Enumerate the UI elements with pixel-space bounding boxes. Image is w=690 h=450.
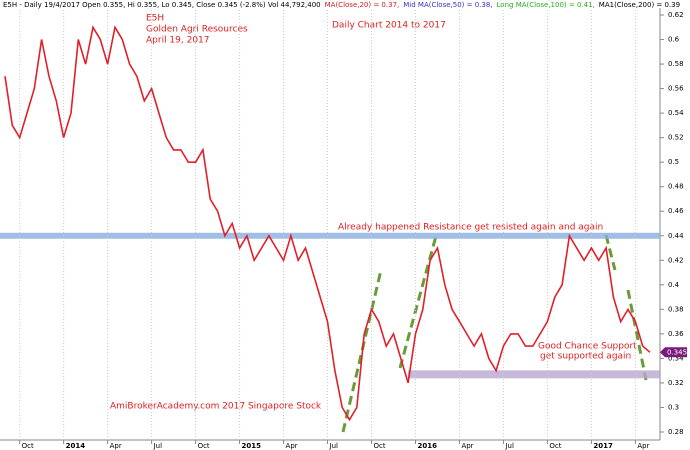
- x-tick-label: 2016: [417, 442, 437, 450]
- annotation: E5H: [146, 14, 164, 24]
- price-line: [4, 25, 651, 422]
- x-tick-label: Jul: [504, 442, 514, 450]
- x-tick-label: Jul: [329, 442, 339, 450]
- last-price-marker: [660, 347, 687, 358]
- x-tick-label: 2017: [593, 442, 613, 450]
- y-tick-label: 0.54: [668, 109, 684, 117]
- header-part: E5H - Daily 19/4/2017 Open 0.355, Hi 0.3…: [3, 1, 321, 9]
- x-tick-label: 2014: [66, 442, 86, 450]
- x-tick-label: Apr: [286, 442, 298, 450]
- trend-line: [626, 289, 648, 381]
- x-tick-label: Jul: [153, 442, 163, 450]
- y-tick-label: 0.44: [668, 232, 684, 240]
- header-part: Mid MA(Close,50) = 0.38,: [403, 1, 492, 9]
- y-tick-label: 0.58: [668, 60, 684, 68]
- annotation: get supported again: [540, 352, 631, 362]
- annotation: Daily Chart 2014 to 2017: [332, 21, 446, 31]
- y-tick-label: 0.48: [668, 183, 684, 191]
- y-tick-label: 0.38: [668, 305, 684, 313]
- header-text: E5H - Daily 19/4/2017 Open 0.355, Hi 0.3…: [3, 1, 680, 9]
- annotation: Golden Agri Resources: [146, 25, 248, 35]
- x-tick-label: Oct: [549, 442, 561, 450]
- annotation: Already happened Resistance get resisted…: [338, 223, 603, 233]
- x-tick-label: Oct: [198, 442, 210, 450]
- x-tick-label: Oct: [374, 442, 386, 450]
- y-tick-label: 0.36: [668, 330, 684, 338]
- last-price-label: 0.345: [667, 348, 687, 356]
- y-tick-label: 0.52: [668, 134, 684, 142]
- y-tick-label: 0.46: [668, 207, 684, 215]
- x-tick-label: 2015: [242, 442, 262, 450]
- y-tick-label: 0.6: [668, 36, 680, 44]
- y-tick-label: 0.28: [668, 428, 684, 436]
- x-tick-label: Apr: [461, 442, 473, 450]
- annotation: Good Chance Support: [538, 342, 637, 352]
- header-part: MA(Close,20) = 0.37,: [325, 1, 400, 9]
- y-tick-label: 0.3: [668, 403, 679, 411]
- y-tick-label: 0.42: [668, 256, 684, 264]
- support-band: [408, 370, 660, 379]
- y-tick-label: 0.62: [668, 11, 684, 19]
- x-tick-label: Apr: [110, 442, 122, 450]
- y-tick-label: 0.34: [668, 354, 684, 362]
- annotation: April 19, 2017: [146, 36, 210, 46]
- trend-line: [398, 235, 438, 369]
- x-tick-label: Apr: [637, 442, 649, 450]
- annotation: AmiBrokerAcademy.com 2017 Singapore Stoc…: [110, 402, 322, 412]
- resistance-band: [0, 232, 660, 239]
- y-tick-label: 0.5: [668, 158, 679, 166]
- header: E5H - Daily 19/4/2017 Open 0.355, Hi 0.3…: [3, 1, 680, 9]
- y-tick-label: 0.56: [668, 85, 684, 93]
- x-tick-label: Oct: [22, 442, 34, 450]
- y-tick-label: 0.4: [668, 281, 680, 289]
- trend-line: [604, 234, 617, 271]
- header-part: Long MA(Close,100) = 0.41,: [497, 1, 595, 9]
- header-part: MA1(Close,200) = 0.39: [599, 1, 680, 9]
- y-tick-label: 0.32: [668, 379, 684, 387]
